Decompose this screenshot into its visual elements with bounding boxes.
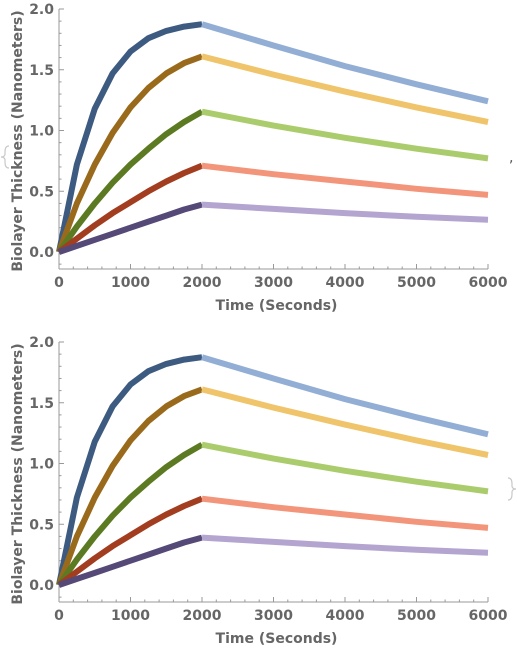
series-2-dissociation-line: [201, 108, 489, 162]
series-0-association-line: [56, 21, 203, 253]
y-tick-label: 0.0: [29, 578, 54, 594]
series-4-association-line: [58, 534, 203, 588]
series-1-dissociation-line: [201, 386, 489, 458]
series-2-dissociation-line: [201, 441, 489, 495]
series-3-association-line: [57, 162, 204, 255]
series-3-dissociation-line: [201, 162, 489, 198]
y-axis-title: Biolayer Thickness (Nanometers): [10, 10, 26, 271]
series-0-dissociation-line: [201, 354, 489, 438]
y-tick-label: 1.5: [29, 396, 54, 412]
x-tick-label: 1000: [111, 275, 150, 291]
x-tick-label: 4000: [326, 608, 365, 624]
series-3-association-line: [57, 495, 204, 588]
series-4-dissociation-line: [201, 534, 489, 556]
series-4-association-line: [58, 201, 203, 255]
y-axis-title: Biolayer Thickness (Nanometers): [10, 343, 26, 604]
x-tick-label: 3000: [254, 608, 293, 624]
y-tick-label: 0.5: [29, 517, 54, 533]
series-2-association-line: [56, 109, 204, 254]
x-tick-label: 2000: [183, 608, 222, 624]
x-tick-label: 6000: [469, 608, 508, 624]
x-axis-title: Time (Seconds): [216, 298, 338, 314]
x-tick-label: 3000: [254, 275, 293, 291]
x-tick-label: 5000: [397, 275, 436, 291]
y-tick-label: 2.0: [29, 2, 54, 18]
x-tick-label: 6000: [469, 275, 508, 291]
x-axis-title: Time (Seconds): [216, 631, 338, 647]
list-close-brace-icon: [507, 477, 517, 501]
y-tick-label: 1.0: [29, 124, 54, 140]
series-3-dissociation-line: [201, 495, 489, 531]
y-tick-label: 2.0: [29, 335, 54, 351]
x-tick-label: 0: [54, 275, 64, 291]
series-1-association-line: [56, 53, 204, 254]
list-open-brace-icon: [0, 145, 10, 169]
bottom-chart: 0 1000 2000 3000 4000 5000 6000 0.0 0.5 1.0 1.5 2.0…: [10, 335, 508, 647]
x-tick-label: 5000: [397, 608, 436, 624]
y-tick-label: 1.5: [29, 63, 54, 79]
y-tick-label: 0.0: [29, 245, 54, 261]
x-tick-label: 4000: [326, 275, 365, 291]
x-tick-label: 0: [54, 608, 64, 624]
series-4-dissociation-line: [201, 201, 489, 223]
y-tick-label: 0.5: [29, 184, 54, 200]
x-tick-label: 2000: [183, 275, 222, 291]
series-0-association-line: [56, 354, 203, 586]
y-tick-label: 1.0: [29, 457, 54, 473]
list-separator: ,: [509, 150, 513, 166]
x-tick-label: 1000: [111, 608, 150, 624]
series-0-dissociation-line: [201, 21, 489, 105]
series-2-association-line: [56, 442, 204, 587]
series-1-association-line: [56, 386, 204, 587]
top-chart: 0 1000 2000 3000 4000 5000 6000 0.0 0.5 1.0 1.5 2.0…: [10, 2, 508, 314]
series-1-dissociation-line: [201, 53, 489, 125]
